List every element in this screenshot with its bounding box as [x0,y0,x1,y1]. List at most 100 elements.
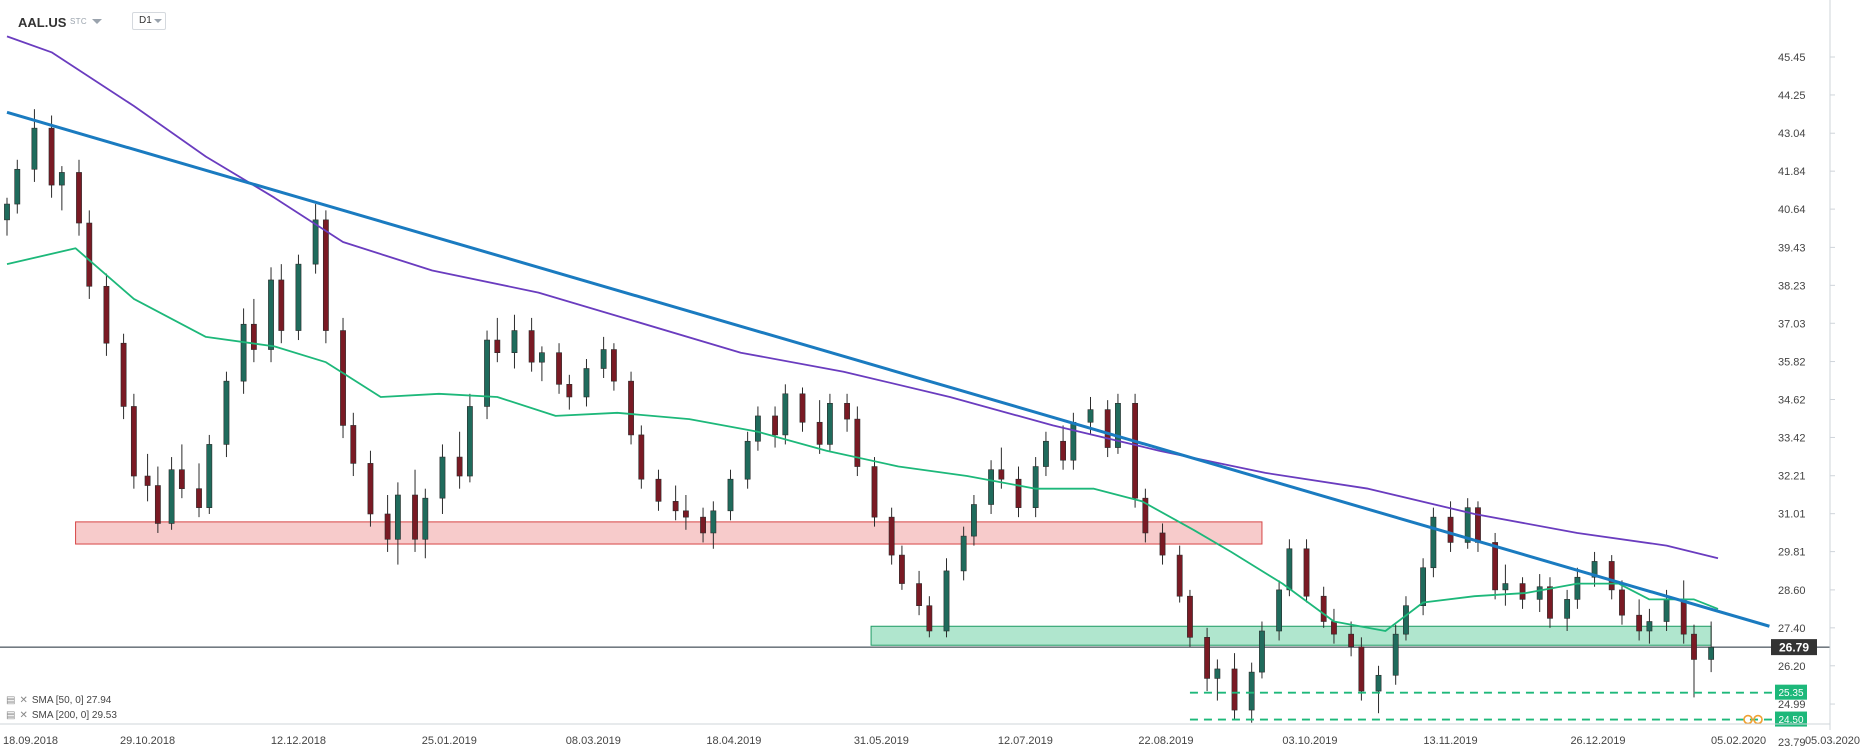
candle-body [494,339,501,353]
candle-body [394,494,401,540]
symbol-type-label: STC [70,17,87,26]
candle-body [1646,621,1653,632]
candle-body [1348,633,1355,648]
candle-body [456,456,463,477]
price-tick-label: 33.42 [1778,432,1806,444]
candle-body [782,393,789,436]
sma50-line [6,247,1719,632]
time-tick-label: 18.04.2019 [706,735,761,747]
candle-body [1691,633,1697,660]
candle-body [655,478,662,502]
time-tick-label: 26.12.2019 [1570,735,1625,747]
candle-body [1087,409,1094,423]
candle-body [772,415,778,436]
candle-body [1070,421,1077,461]
candle-body [871,466,878,518]
candle-body [312,219,319,265]
candle-body [1032,466,1039,508]
candle-body [799,393,806,423]
candle-body [899,554,905,584]
price-tick-label: 31.01 [1778,509,1806,521]
list-icon[interactable]: ▤ [6,710,16,721]
candle-body [178,469,185,489]
candle-body [611,349,617,382]
candle-body [1331,621,1337,635]
candle-body [1464,507,1471,543]
price-tick-label: 40.64 [1778,204,1806,216]
candle-body [583,368,590,398]
candle-body [223,380,230,445]
candle-body [538,352,545,363]
resistance-zone [75,521,1263,545]
candle-body [926,605,933,632]
candle-body [58,172,65,186]
candle-body [943,570,950,632]
candle-body [844,402,850,420]
level-label-box [1775,711,1807,727]
legend-sma200-label: SMA [200, 0] 29.53 [31,710,117,721]
candle-body [511,330,518,353]
candle-body [1159,532,1166,556]
time-tick-label: 05.03.2020 [1805,735,1860,747]
candle-body [916,583,922,606]
candle-body [1142,497,1149,534]
candle-body [1447,516,1454,543]
price-tick-label: 23.79 [1778,737,1806,749]
price-tick-label: 39.43 [1778,242,1806,254]
candle-body [154,485,161,524]
candle-body [322,219,329,331]
candle-body [1259,630,1265,673]
candle-body [683,510,689,518]
price-axis: 45.45 44.25 43.04 41.84 40.64 39.43 38.23 37.03… [1771,0,1835,749]
symbol-label[interactable]: AAL.US [18,15,67,30]
candle-body [384,513,391,540]
candle-body [295,263,302,331]
descending-trendline [6,110,1770,628]
candle-body [439,456,446,499]
candle-body [700,516,706,534]
candle-body [672,501,679,512]
candle-body [240,323,247,382]
candle-body [484,339,490,407]
timeframe-select[interactable]: D1 [132,12,166,30]
candle-body [854,418,861,467]
candle-body [755,415,761,442]
candle-body [1591,561,1598,578]
list-icon[interactable]: ▤ [6,695,16,706]
candle-body [1475,507,1481,543]
close-icon[interactable]: ✕ [19,710,28,721]
candle-body [710,510,717,534]
candle-body [556,352,562,385]
candle-body [1619,589,1625,616]
background-layer [0,521,1830,648]
candle-body [14,168,21,205]
price-tick-label: 34.62 [1778,395,1806,407]
time-tick-label: 22.08.2019 [1138,735,1193,747]
time-tick-label: 18.09.2018 [3,735,58,747]
candle-body [600,349,607,369]
chevron-down-icon [154,19,162,23]
time-tick-label: 12.12.2018 [271,735,326,747]
candle-body [120,342,127,407]
candle-body [1420,567,1427,606]
time-tick-label: 13.11.2019 [1423,735,1477,747]
candle-body [1502,583,1509,591]
candle-body [1115,402,1121,448]
candle-body [988,469,994,505]
legend-sma200[interactable]: ▤ ✕ SMA [200, 0] 29.53 [6,710,117,721]
candle-body [340,330,346,426]
time-tick-label: 12.07.2019 [998,735,1053,747]
candle-body [971,504,977,537]
legend-sma50[interactable]: ▤ ✕ SMA [50, 0] 27.94 [6,695,111,706]
candle-body [367,463,374,515]
candle-body [31,127,38,170]
candle-body [827,402,833,445]
candle-body [466,406,473,477]
candle-body [960,535,967,572]
candle-body [1392,633,1399,676]
candle-body [638,434,645,480]
close-icon[interactable]: ✕ [19,695,28,706]
price-tick-label: 28.60 [1778,585,1806,597]
symbol-dropdown-icon[interactable] [92,19,102,24]
